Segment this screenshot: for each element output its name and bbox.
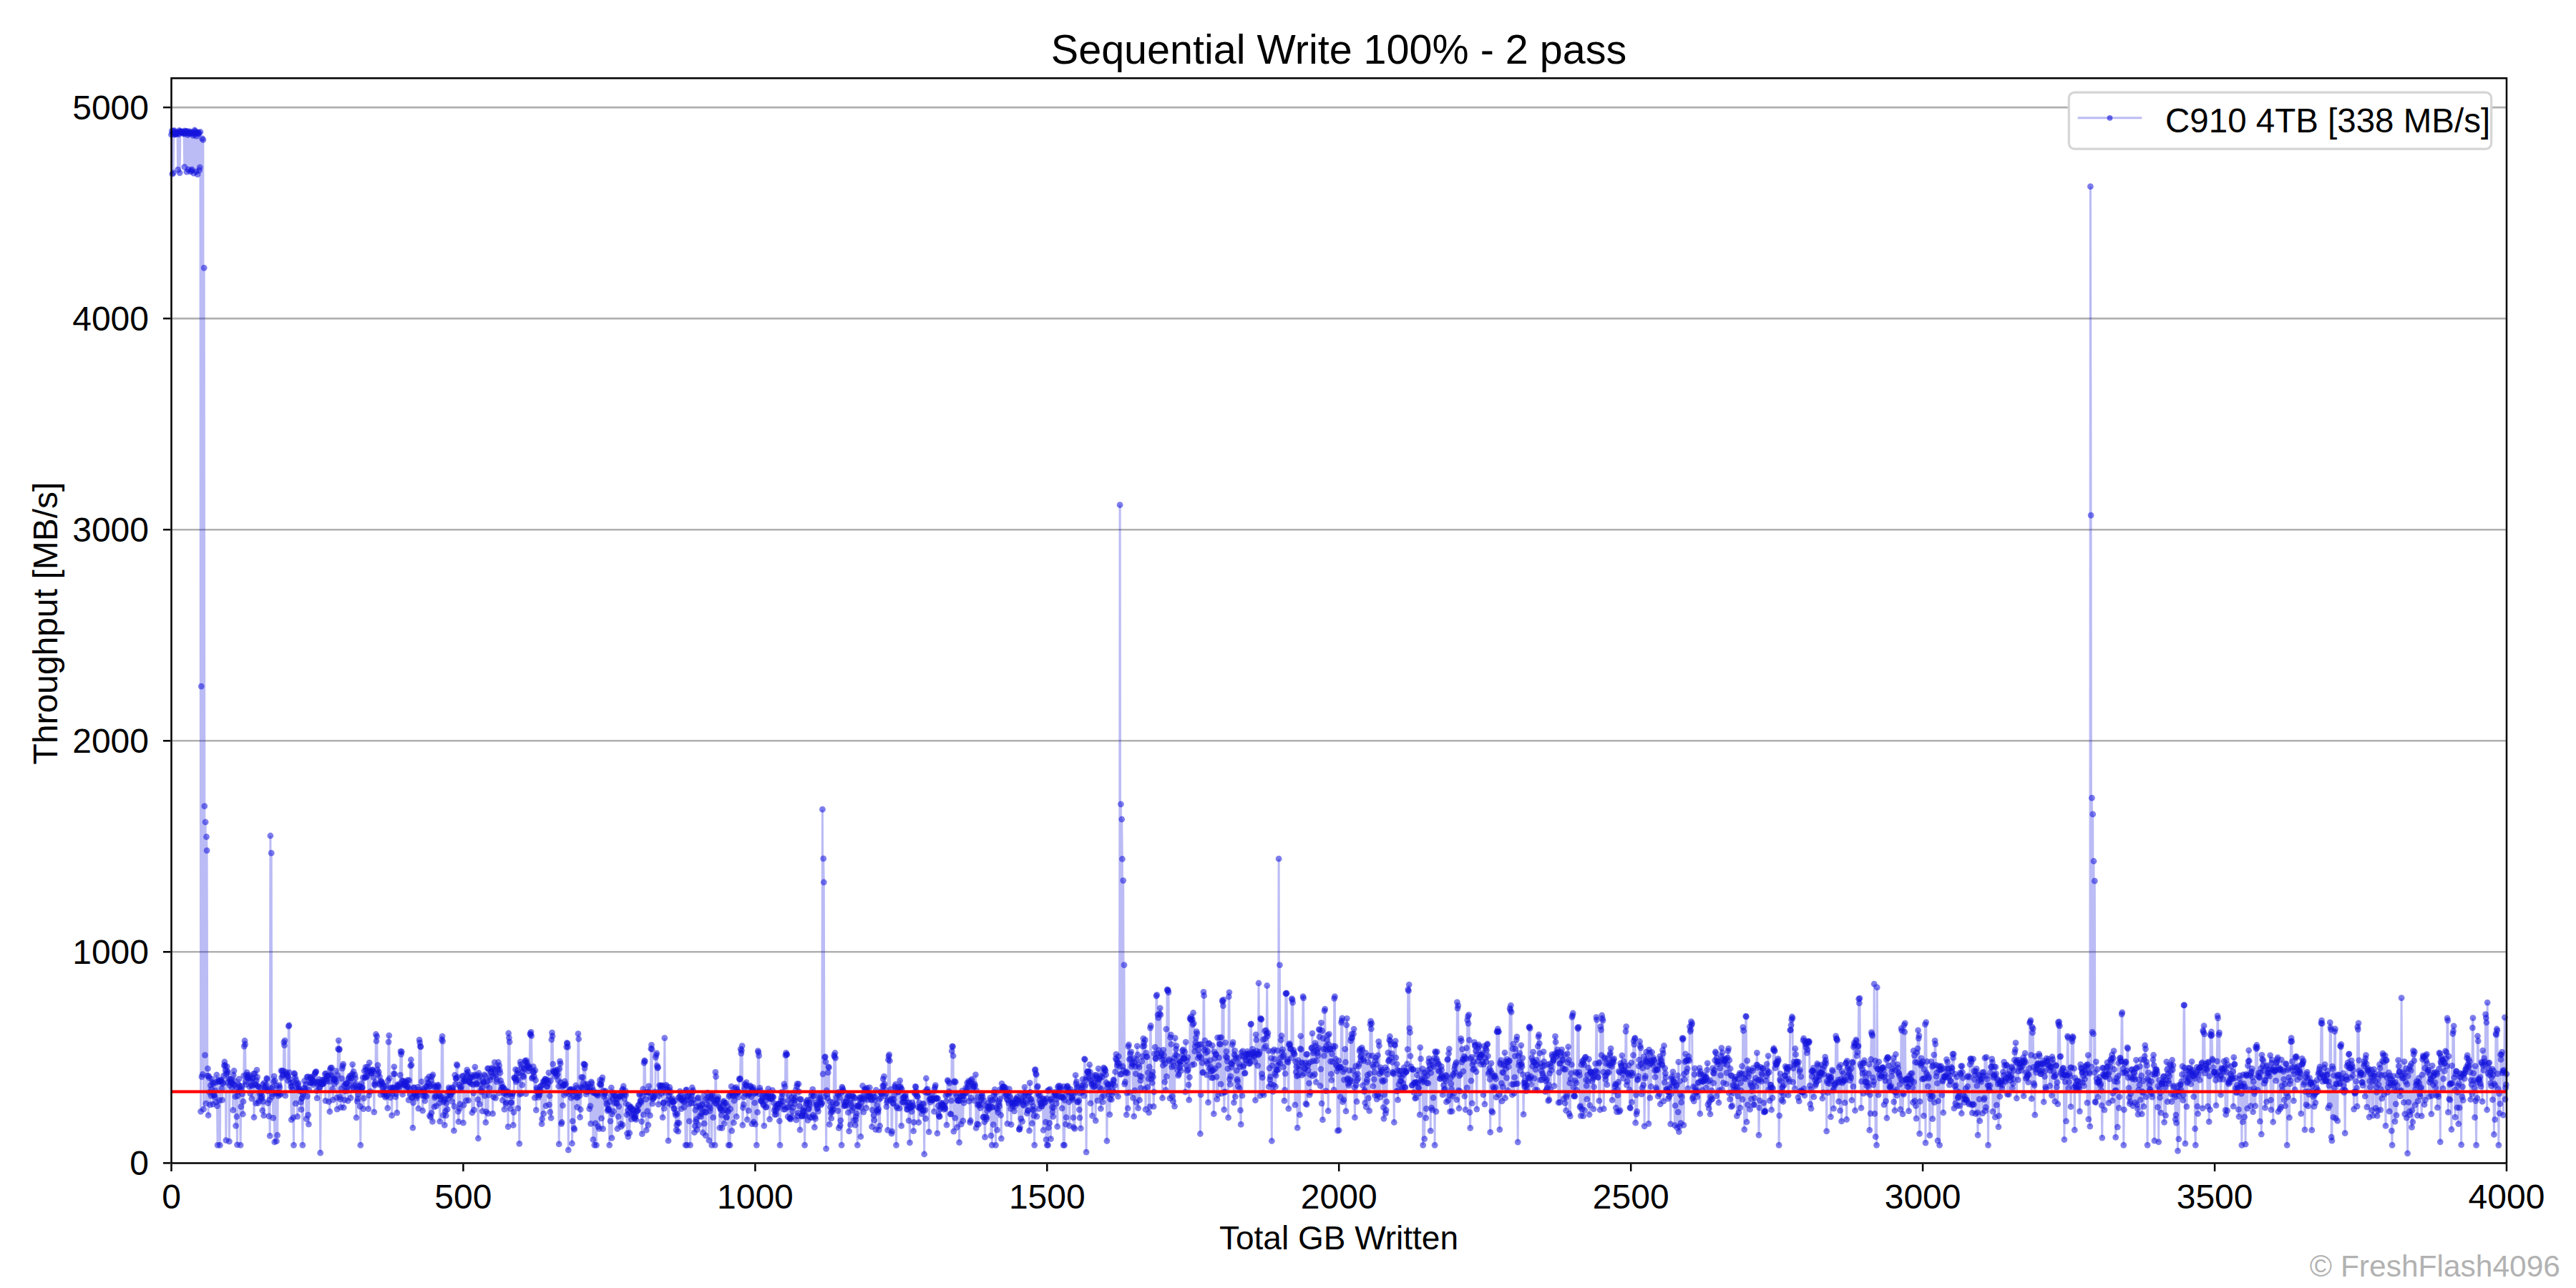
- svg-text:0: 0: [130, 1144, 149, 1182]
- svg-text:1000: 1000: [717, 1178, 794, 1216]
- svg-text:Sequential Write 100% - 2 pass: Sequential Write 100% - 2 pass: [1051, 26, 1626, 72]
- svg-text:2500: 2500: [1593, 1178, 1669, 1216]
- svg-text:2000: 2000: [72, 722, 149, 760]
- svg-text:3000: 3000: [72, 511, 149, 549]
- svg-text:500: 500: [434, 1178, 492, 1216]
- svg-text:1000: 1000: [72, 933, 149, 971]
- svg-text:4000: 4000: [2469, 1178, 2545, 1216]
- svg-text:1500: 1500: [1009, 1178, 1085, 1216]
- svg-text:3500: 3500: [2177, 1178, 2253, 1216]
- svg-text:© FreshFlash4096: © FreshFlash4096: [2310, 1249, 2560, 1283]
- svg-text:C910 4TB [338 MB/s]: C910 4TB [338 MB/s]: [2165, 102, 2490, 140]
- svg-text:Total GB Written: Total GB Written: [1219, 1219, 1458, 1257]
- svg-text:5000: 5000: [72, 89, 149, 127]
- svg-text:Throughput [MB/s]: Throughput [MB/s]: [26, 482, 64, 765]
- svg-text:4000: 4000: [72, 300, 149, 338]
- svg-text:3000: 3000: [1885, 1178, 1961, 1216]
- svg-text:2000: 2000: [1301, 1178, 1377, 1216]
- svg-text:0: 0: [162, 1178, 181, 1216]
